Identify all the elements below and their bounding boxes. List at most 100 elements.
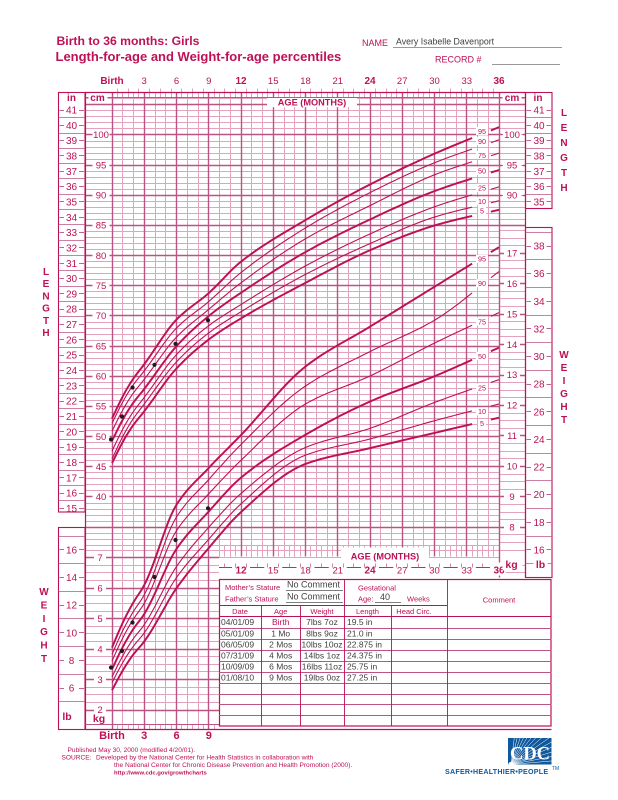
svg-text:25: 25 [478,384,486,393]
svg-text:6: 6 [97,583,102,594]
svg-text:12: 12 [235,76,247,87]
svg-text:kg: kg [93,713,105,725]
svg-text:lb: lb [62,711,71,723]
svg-text:37: 37 [66,167,78,178]
svg-text:Birth: Birth [100,76,123,87]
svg-text:13: 13 [507,370,518,381]
svg-text:2: 2 [97,705,102,716]
svg-text:Father’s Stature: Father’s Stature [225,595,279,604]
svg-text:24: 24 [533,435,545,446]
svg-text:G: G [560,153,568,164]
svg-text:16: 16 [507,279,518,290]
svg-text:9: 9 [206,76,211,87]
svg-text:E: E [43,279,50,290]
svg-text:20: 20 [533,490,545,501]
svg-text:41: 41 [66,106,78,117]
svg-text:6: 6 [173,730,179,742]
svg-text:Birth: Birth [272,617,290,627]
svg-text:http://www.cdc.gov/growthchart: http://www.cdc.gov/growthcharts [114,771,207,777]
svg-text:36: 36 [493,76,505,87]
svg-text:24: 24 [364,566,376,577]
svg-text:12: 12 [66,601,78,612]
svg-text:15: 15 [66,504,78,515]
svg-text:5: 5 [97,614,102,625]
svg-text:16lbs 11oz: 16lbs 11oz [302,662,342,672]
svg-text:45: 45 [96,462,107,473]
svg-text:90: 90 [478,137,486,146]
svg-text:10: 10 [478,197,486,206]
svg-text:26: 26 [66,335,78,346]
svg-text:Comment: Comment [483,596,516,605]
svg-text:9: 9 [206,730,212,742]
svg-text:10: 10 [66,628,78,639]
svg-text:Age:: Age: [358,595,373,604]
svg-text:34: 34 [533,297,545,308]
svg-text:39: 39 [66,136,78,147]
svg-text:3: 3 [142,76,147,87]
svg-text:28: 28 [533,380,545,391]
svg-text:33: 33 [66,228,78,239]
svg-text:T: T [41,654,47,665]
svg-text:4 Mos: 4 Mos [269,651,292,661]
svg-text:H: H [560,402,567,413]
svg-text:31: 31 [66,259,78,270]
svg-text:14: 14 [66,573,78,584]
svg-text:24: 24 [66,366,78,377]
svg-text:26: 26 [533,407,545,418]
svg-text:N: N [42,291,49,302]
svg-text:18: 18 [300,76,311,87]
svg-text:100: 100 [93,130,109,141]
svg-text:14lbs 1oz: 14lbs 1oz [304,651,340,661]
svg-text:20: 20 [66,427,78,438]
svg-text:Avery Isabelle Davenport: Avery Isabelle Davenport [396,37,495,47]
svg-text:Birth: Birth [99,730,125,742]
svg-text:G: G [560,389,568,400]
svg-text:04/01/09: 04/01/09 [221,617,254,627]
svg-text:14: 14 [507,340,518,351]
svg-text:32: 32 [66,243,78,254]
svg-text:30: 30 [66,274,78,285]
svg-text:15: 15 [268,76,279,87]
svg-text:38: 38 [533,152,545,163]
svg-text:3: 3 [141,730,147,742]
svg-text:06/05/09: 06/05/09 [221,639,254,649]
svg-text:28: 28 [66,305,78,316]
svg-text:SOURCE:: SOURCE: [62,755,92,762]
svg-text:CDC: CDC [510,745,550,765]
svg-text:21.0 in: 21.0 in [347,628,373,638]
svg-text:T: T [561,415,567,426]
svg-text:50: 50 [478,352,486,361]
svg-text:T: T [561,168,567,179]
svg-text:36: 36 [66,182,78,193]
svg-text:NAME: NAME [362,38,388,48]
svg-text:H: H [560,183,567,194]
svg-text:40: 40 [380,592,390,602]
svg-text:38: 38 [533,242,545,253]
svg-text:I: I [563,376,566,387]
svg-text:G: G [40,627,48,638]
svg-text:in: in [534,93,543,104]
svg-text:18: 18 [66,458,78,469]
svg-text:07/31/09: 07/31/09 [221,651,254,661]
svg-text:Length: Length [356,607,379,616]
svg-text:W: W [39,587,49,598]
svg-text:cm: cm [90,93,105,104]
svg-text:95: 95 [478,255,486,264]
svg-text:6: 6 [69,684,75,695]
svg-text:40: 40 [66,121,78,132]
svg-text:7lbs 7oz: 7lbs 7oz [306,617,338,627]
svg-text:05/01/09: 05/01/09 [221,628,254,638]
svg-text:95: 95 [507,160,518,171]
svg-text:15: 15 [268,566,279,577]
svg-text:34: 34 [66,213,78,224]
svg-text:35: 35 [66,198,78,209]
svg-text:29: 29 [66,289,78,300]
svg-text:E: E [41,600,48,611]
svg-text:19: 19 [66,443,78,454]
svg-text:100: 100 [504,130,520,141]
svg-text:30: 30 [429,566,440,577]
svg-text:90: 90 [96,191,107,202]
svg-text:25: 25 [478,184,486,193]
svg-text:27: 27 [397,566,408,577]
svg-text:G: G [42,304,50,315]
